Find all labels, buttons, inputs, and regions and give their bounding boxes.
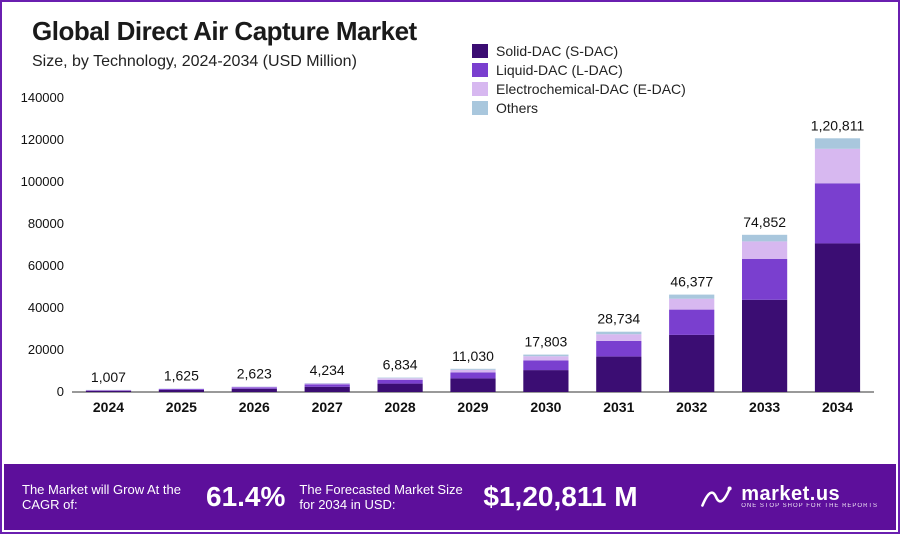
bar-segment (86, 390, 131, 391)
cagr-label: The Market will Grow At the CAGR of: (22, 482, 192, 512)
legend-label: Liquid-DAC (L-DAC) (496, 61, 623, 79)
footer-banner: The Market will Grow At the CAGR of: 61.… (4, 464, 896, 530)
y-tick-label: 100000 (21, 174, 64, 189)
bar-segment (742, 300, 787, 392)
y-tick-label: 0 (57, 384, 64, 399)
bar-total-label: 74,852 (743, 214, 786, 230)
brand-logo-icon (699, 480, 733, 514)
y-tick-label: 60000 (28, 258, 64, 273)
y-tick-label: 120000 (21, 132, 64, 147)
bar-segment (742, 235, 787, 242)
bar-total-label: 1,625 (164, 368, 199, 384)
brand-block: market.us ONE STOP SHOP FOR THE REPORTS (699, 480, 878, 514)
bar-segment (596, 341, 641, 357)
bar-segment (815, 183, 860, 243)
bar-total-label: 1,20,811 (811, 117, 865, 133)
bar-segment (742, 241, 787, 259)
x-category-label: 2028 (385, 399, 416, 415)
x-category-label: 2027 (312, 399, 343, 415)
chart-area: 0 20000 40000 60000 80000 100000 120000 140000 1… (16, 92, 886, 422)
cagr-value: 61.4% (206, 481, 285, 513)
x-category-label: 2024 (93, 399, 124, 415)
bar-total-label: 28,734 (597, 311, 640, 327)
y-tick-label: 40000 (28, 300, 64, 315)
bar-segment (232, 387, 277, 388)
legend-item: Solid-DAC (S-DAC) (472, 42, 686, 60)
bar-total-label: 1,007 (91, 369, 126, 385)
bar-segment (669, 335, 714, 392)
bar-segment (450, 369, 495, 370)
legend-item: Liquid-DAC (L-DAC) (472, 61, 686, 79)
bar-segment (815, 243, 860, 392)
chart-card: Global Direct Air Capture Market Size, b… (0, 0, 900, 534)
legend-swatch (472, 63, 488, 77)
bar-segment (523, 370, 568, 392)
legend-swatch (472, 44, 488, 58)
bar-segment (378, 380, 423, 384)
bar-segment (159, 389, 204, 390)
bar-segment (450, 372, 495, 378)
bar-segment (450, 370, 495, 373)
y-tick-label: 20000 (28, 342, 64, 357)
bar-segment (596, 334, 641, 341)
y-tick-label: 140000 (21, 90, 64, 105)
bar-segment (742, 259, 787, 300)
legend-label: Solid-DAC (S-DAC) (496, 42, 618, 60)
x-category-label: 2029 (457, 399, 488, 415)
bar-segment (378, 384, 423, 392)
bar-segment (815, 138, 860, 149)
x-category-label: 2033 (749, 399, 780, 415)
y-tick-label: 80000 (28, 216, 64, 231)
chart-subtitle: Size, by Technology, 2024-2034 (USD Mill… (32, 53, 898, 71)
x-category-label: 2031 (603, 399, 634, 415)
x-category-label: 2032 (676, 399, 707, 415)
bar-segment (305, 387, 350, 392)
chart-title: Global Direct Air Capture Market (32, 16, 898, 47)
bar-segment (86, 391, 131, 392)
bar-total-label: 11,030 (452, 348, 494, 364)
brand-tagline: ONE STOP SHOP FOR THE REPORTS (741, 503, 878, 509)
bar-segment (450, 378, 495, 392)
bar-segment (815, 149, 860, 183)
bar-segment (596, 357, 641, 392)
brand-text: market.us ONE STOP SHOP FOR THE REPORTS (741, 485, 878, 509)
bar-segment (378, 378, 423, 379)
bar-segment (596, 332, 641, 335)
bar-segment (523, 360, 568, 370)
x-category-label: 2030 (530, 399, 561, 415)
bar-total-label: 6,834 (383, 357, 418, 373)
x-category-label: 2026 (239, 399, 270, 415)
bar-segment (523, 356, 568, 360)
stacked-bar-chart: 0 20000 40000 60000 80000 100000 120000 140000 1… (16, 92, 886, 422)
bar-segment (669, 295, 714, 299)
x-category-label: 2034 (822, 399, 853, 415)
bar-segment (669, 299, 714, 310)
bar-segment (523, 355, 568, 357)
bar-segment (669, 310, 714, 335)
bar-segment (305, 384, 350, 385)
bar-segment (159, 390, 204, 392)
bar-segment (305, 385, 350, 387)
bar-segment (378, 378, 423, 380)
bar-total-label: 2,623 (237, 366, 272, 382)
brand-name: market.us (741, 485, 878, 503)
bar-total-label: 4,234 (310, 362, 345, 378)
bar-segment (232, 389, 277, 392)
header: Global Direct Air Capture Market Size, b… (2, 2, 898, 71)
forecast-value: $1,20,811 M (483, 481, 637, 513)
bar-segment (232, 387, 277, 388)
forecast-label: The Forecasted Market Size for 2034 in U… (299, 482, 469, 512)
bar-total-label: 46,377 (670, 274, 713, 290)
bar-total-label: 17,803 (524, 334, 567, 350)
x-category-label: 2025 (166, 399, 197, 415)
